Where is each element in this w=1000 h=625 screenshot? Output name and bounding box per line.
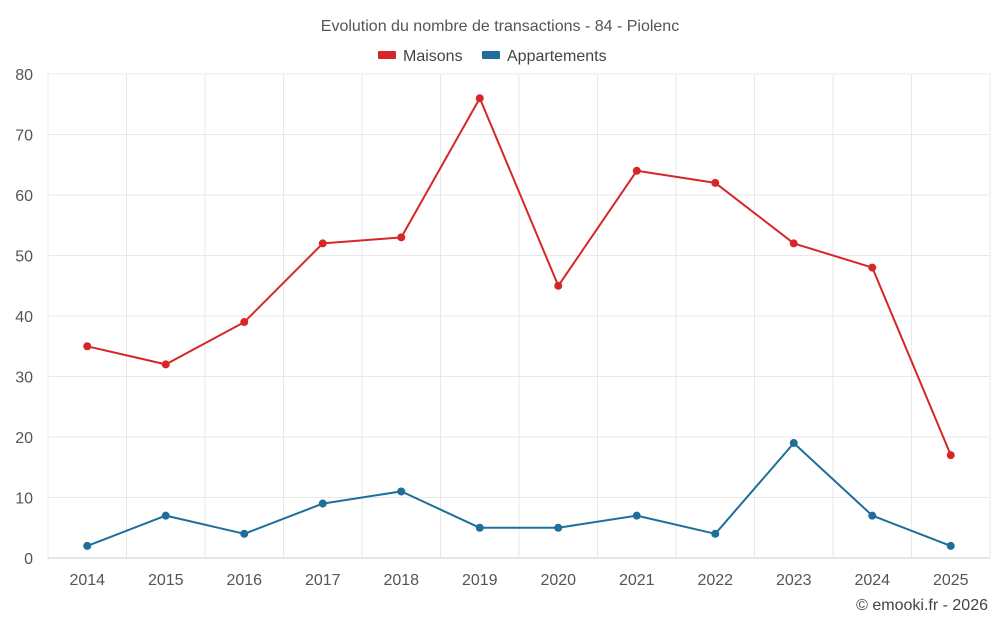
data-point-maisons[interactable] xyxy=(946,451,955,460)
grid xyxy=(47,73,991,559)
data-point-appartements[interactable] xyxy=(161,511,170,520)
data-point-appartements[interactable] xyxy=(711,529,720,538)
y-tick-label: 80 xyxy=(15,67,33,84)
chart-title: Evolution du nombre de transactions - 84… xyxy=(321,18,679,35)
y-tick-label: 30 xyxy=(15,370,33,387)
y-tick-label: 0 xyxy=(24,551,33,568)
data-point-appartements[interactable] xyxy=(554,523,563,532)
x-tick-label: 2014 xyxy=(69,572,105,589)
y-tick-label: 60 xyxy=(15,188,33,205)
legend-label-appartements[interactable]: Appartements xyxy=(507,48,607,65)
x-tick-label: 2022 xyxy=(697,572,733,589)
y-axis-ticks: 0 10 20 30 40 50 60 70 80 xyxy=(15,67,33,568)
x-tick-label: 2023 xyxy=(776,572,812,589)
x-tick-label: 2020 xyxy=(540,572,576,589)
data-point-maisons[interactable] xyxy=(318,239,327,248)
data-point-maisons[interactable] xyxy=(868,263,877,272)
data-point-appartements[interactable] xyxy=(868,511,877,520)
y-tick-label: 10 xyxy=(15,491,33,508)
series-line-maisons xyxy=(87,97,952,456)
x-tick-label: 2021 xyxy=(619,572,655,589)
y-tick-label: 20 xyxy=(15,430,33,447)
data-point-appartements[interactable] xyxy=(475,523,484,532)
data-point-appartements[interactable] xyxy=(318,499,327,508)
x-tick-label: 2017 xyxy=(305,572,341,589)
credit-text: © emooki.fr - 2026 xyxy=(856,597,988,614)
data-point-appartements[interactable] xyxy=(632,511,641,520)
data-point-maisons[interactable] xyxy=(711,178,720,187)
data-point-maisons[interactable] xyxy=(161,360,170,369)
x-tick-label: 2015 xyxy=(148,572,184,589)
data-point-appartements[interactable] xyxy=(397,487,406,496)
legend-label-maisons[interactable]: Maisons xyxy=(403,48,463,65)
x-tick-label: 2025 xyxy=(933,572,969,589)
data-point-maisons[interactable] xyxy=(240,318,249,327)
legend-swatch-appartements xyxy=(482,51,500,59)
x-tick-label: 2016 xyxy=(226,572,262,589)
series-layer xyxy=(83,94,955,550)
legend: Maisons Appartements xyxy=(378,48,607,65)
x-axis-ticks: 2014 2015 2016 2017 2018 2019 2020 2021 2022 2023… xyxy=(69,572,968,589)
series-appartements xyxy=(83,439,955,550)
data-point-appartements[interactable] xyxy=(946,541,955,550)
y-tick-label: 50 xyxy=(15,249,33,266)
legend-swatch-maisons xyxy=(378,51,396,59)
y-tick-label: 40 xyxy=(15,309,33,326)
data-point-appartements[interactable] xyxy=(83,541,92,550)
x-tick-label: 2019 xyxy=(462,572,498,589)
data-point-maisons[interactable] xyxy=(397,233,406,242)
x-tick-label: 2018 xyxy=(383,572,419,589)
data-point-appartements[interactable] xyxy=(240,529,249,538)
series-maisons xyxy=(83,94,955,460)
data-point-maisons[interactable] xyxy=(475,94,484,103)
data-point-appartements[interactable] xyxy=(789,439,798,448)
series-line-appartements xyxy=(86,442,952,547)
y-tick-label: 70 xyxy=(15,128,33,145)
data-point-maisons[interactable] xyxy=(632,166,641,175)
x-tick-label: 2024 xyxy=(854,572,890,589)
data-point-maisons[interactable] xyxy=(83,342,92,351)
data-point-maisons[interactable] xyxy=(554,281,563,290)
data-point-maisons[interactable] xyxy=(789,239,798,248)
